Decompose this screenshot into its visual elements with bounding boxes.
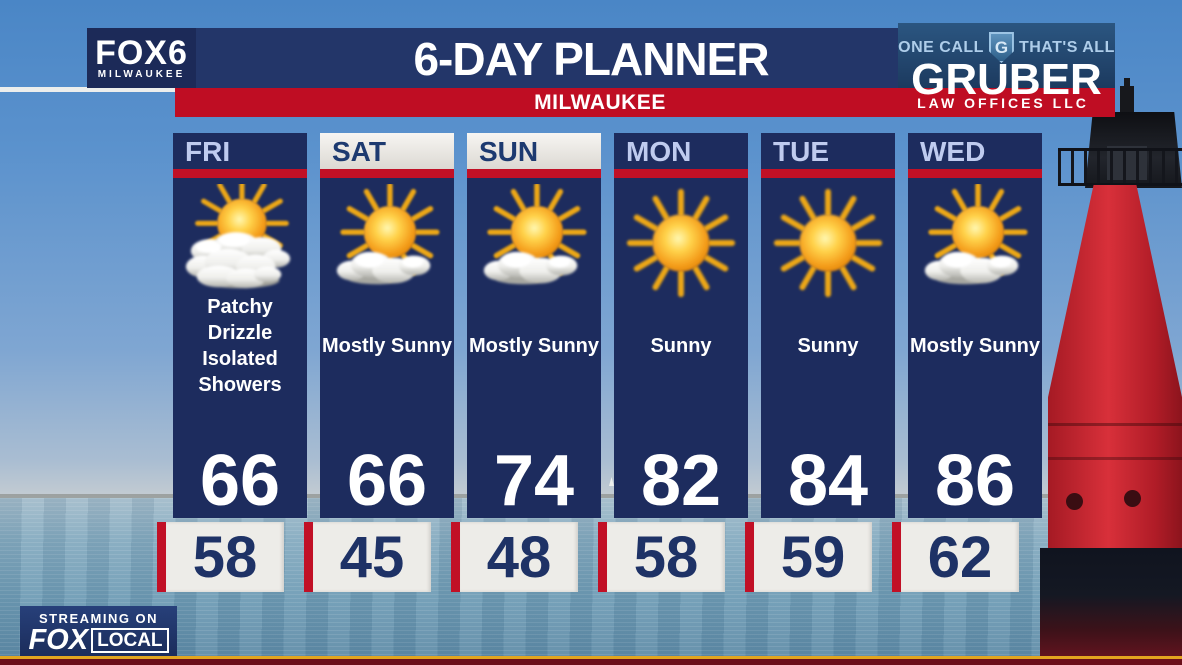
day-header-underline xyxy=(614,169,748,178)
day-header: TUE xyxy=(761,133,895,169)
lower-third-gold-line xyxy=(0,656,1182,659)
low-accent-bar xyxy=(451,522,460,592)
low-temperature-box: 58 xyxy=(598,522,732,592)
day-header-underline xyxy=(761,169,895,178)
streaming-badge: STREAMING ON FOX LOCAL xyxy=(20,606,177,658)
sponsor-tagline-left: ONE CALL xyxy=(898,38,984,56)
day-header-underline xyxy=(173,169,307,178)
day-column-wed: WED Mostly Sunny 86 62 xyxy=(892,133,1042,592)
low-accent-bar xyxy=(157,522,166,592)
condition-text: Mostly Sunny xyxy=(909,335,1040,357)
lower-third-edge xyxy=(0,656,1182,665)
low-temperature: 59 xyxy=(754,522,872,592)
lighthouse-pier xyxy=(1040,548,1182,665)
mostly-sunny-icon xyxy=(328,184,446,302)
sponsor-tagline: ONE CALL G THAT'S ALL xyxy=(898,32,1115,63)
high-temperature: 74 xyxy=(493,441,575,521)
day-column-sun: SUN Mostly Sunny 74 48 xyxy=(451,133,601,592)
sunny-icon xyxy=(769,184,887,302)
sponsor-name: GRUBER xyxy=(911,55,1102,104)
streaming-label: STREAMING ON xyxy=(38,611,159,626)
day-column-mon: MON Sunny 82 58 xyxy=(598,133,748,592)
station-logo: FOX6 MILWAUKEE xyxy=(87,28,196,88)
sponsor-subname: LAW OFFICES LLC xyxy=(917,95,1089,111)
condition-text: Patchy Drizzle Isolated Showers xyxy=(198,296,282,396)
subtitle-band: MILWAUKEE LAW OFFICES LLC xyxy=(175,88,1115,117)
low-accent-bar xyxy=(892,522,901,592)
day-body: Patchy Drizzle Isolated Showers 66 xyxy=(173,178,307,518)
low-temperature-box: 58 xyxy=(157,522,291,592)
sunny-icon xyxy=(622,184,740,302)
low-accent-bar xyxy=(745,522,754,592)
low-temperature-box: 62 xyxy=(892,522,1026,592)
high-temperature: 86 xyxy=(934,441,1016,521)
day-header: SUN xyxy=(467,133,601,169)
condition-text: Mostly Sunny xyxy=(321,335,452,357)
day-header: WED xyxy=(908,133,1042,169)
fox-local-brand: FOX xyxy=(28,624,89,656)
day-column-tue: TUE Sunny 84 59 xyxy=(745,133,895,592)
low-accent-bar xyxy=(304,522,313,592)
low-temperature: 48 xyxy=(460,522,578,592)
day-label: WED xyxy=(920,136,986,167)
day-header-underline xyxy=(908,169,1042,178)
station-city: MILWAUKEE xyxy=(97,68,186,80)
high-temperature: 66 xyxy=(199,441,281,521)
day-body: Mostly Sunny 74 xyxy=(467,178,601,518)
day-column-fri: FRI Patchy Drizzle Isolated Showers 66 58 xyxy=(157,133,307,592)
day-body: Sunny 82 xyxy=(614,178,748,518)
low-temperature: 62 xyxy=(901,522,1019,592)
high-temperature: 66 xyxy=(346,441,428,521)
day-body: Mostly Sunny 86 xyxy=(908,178,1042,518)
low-temperature: 58 xyxy=(166,522,284,592)
lower-third-maroon-bar xyxy=(0,659,1182,665)
forecast-row: FRI Patchy Drizzle Isolated Showers 66 58 … xyxy=(157,133,1042,592)
subtitle-city: MILWAUKEE xyxy=(534,91,666,114)
condition-text: Sunny xyxy=(797,335,859,357)
lighthouse-railing xyxy=(1058,148,1182,186)
low-temperature-box: 59 xyxy=(745,522,879,592)
sponsor-logo: ONE CALL G THAT'S ALL xyxy=(898,23,1115,88)
fox-local-suffix: LOCAL xyxy=(91,627,169,653)
low-temperature: 45 xyxy=(313,522,431,592)
day-label: TUE xyxy=(773,136,829,167)
mostly-sunny-icon xyxy=(916,184,1034,302)
day-header: SAT xyxy=(320,133,454,169)
low-accent-bar xyxy=(598,522,607,592)
mostly-sunny-icon xyxy=(475,184,593,302)
day-header: MON xyxy=(614,133,748,169)
day-column-sat: SAT Mostly Sunny 66 45 xyxy=(304,133,454,592)
day-label: SUN xyxy=(479,136,539,167)
high-temperature: 84 xyxy=(787,441,869,521)
condition-text: Sunny xyxy=(650,335,712,357)
lighthouse-finial xyxy=(1120,78,1134,116)
day-label: MON xyxy=(626,136,692,167)
day-body: Mostly Sunny 66 xyxy=(320,178,454,518)
low-temperature-box: 48 xyxy=(451,522,585,592)
low-temperature: 58 xyxy=(607,522,725,592)
day-header: FRI xyxy=(173,133,307,169)
page-title: 6-DAY PLANNER xyxy=(413,33,769,85)
streaming-brand: FOX LOCAL xyxy=(28,624,169,656)
high-temperature: 82 xyxy=(640,441,722,521)
low-temperature-box: 45 xyxy=(304,522,438,592)
day-body: Sunny 84 xyxy=(761,178,895,518)
day-header-underline xyxy=(320,169,454,178)
sailboat xyxy=(609,477,614,486)
day-label: FRI xyxy=(185,136,231,167)
sponsor-tagline-right: THAT'S ALL xyxy=(1018,38,1115,56)
day-header-underline xyxy=(467,169,601,178)
condition-text: Mostly Sunny xyxy=(468,335,599,357)
header-divider-line xyxy=(0,87,178,92)
station-name: FOX6 xyxy=(95,33,188,72)
day-label: SAT xyxy=(332,136,386,167)
sun-behind-clouds-icon xyxy=(181,184,299,302)
